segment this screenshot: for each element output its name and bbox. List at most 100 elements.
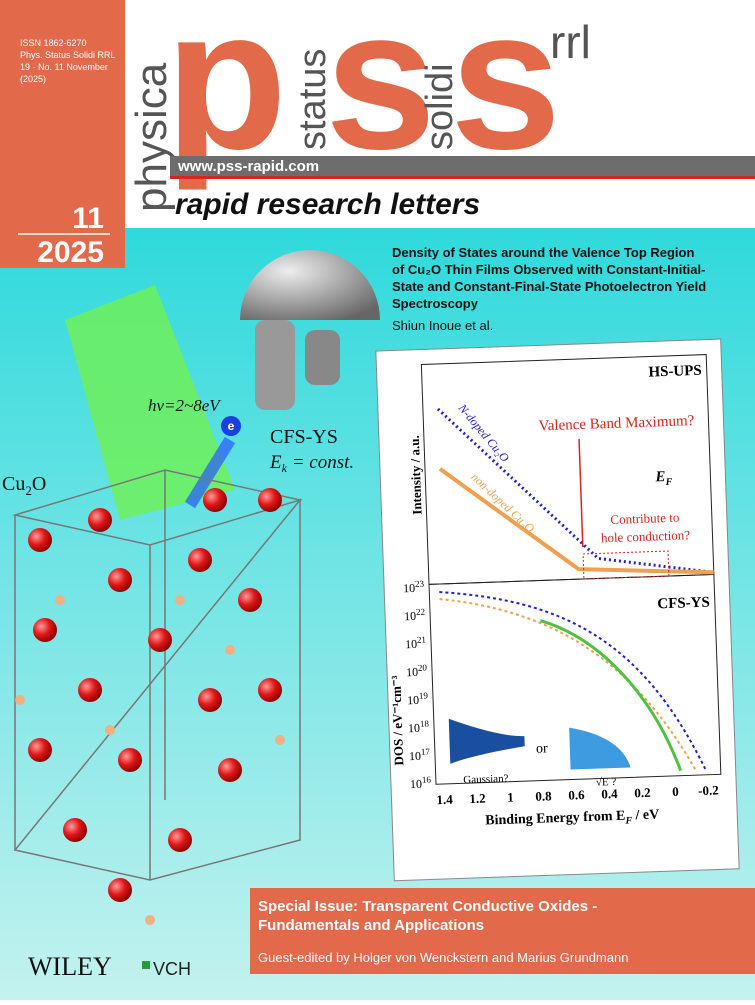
ef-label: EF — [654, 469, 673, 489]
x-axis-sub: F — [624, 815, 632, 826]
x-axis-rest: / eV — [632, 807, 660, 823]
hole-region — [582, 550, 670, 580]
orange-panel — [0, 0, 125, 268]
y-tick-label: 1017 — [409, 746, 431, 763]
subtitle: rapid research letters — [175, 188, 480, 221]
atom — [238, 588, 262, 612]
tick-exp: 19 — [419, 690, 429, 700]
issn-block: ISSN 1862-6270 Phys. Status Solidi RRL 1… — [20, 38, 116, 84]
crystal-atoms — [15, 488, 285, 925]
electron — [221, 416, 241, 436]
tick-base: 10 — [404, 609, 416, 623]
special-issue-box — [250, 888, 755, 974]
issn-line: (2025) — [20, 74, 46, 84]
x-axis-text: Binding Energy from E — [485, 809, 626, 829]
cfs-frame — [428, 573, 722, 785]
inset-figure: HS-UPS Intensity / a.u. N-doped Cu₂O non… — [375, 338, 740, 882]
electron-label: e — [228, 419, 235, 433]
x-tick-label: 1.4 — [436, 792, 453, 808]
y-tick-label: 1021 — [405, 635, 427, 652]
atom — [145, 915, 155, 925]
fit-curve — [539, 619, 683, 772]
x-tick-label: 0.6 — [568, 787, 585, 803]
x-tick-label: 0.4 — [601, 786, 618, 802]
x-tick-label: 0 — [672, 784, 679, 799]
tick-exp: 16 — [422, 774, 432, 784]
solidi: solidi — [419, 63, 461, 150]
atom — [275, 735, 285, 745]
y-tick-label: 1022 — [404, 607, 426, 624]
atom — [78, 678, 102, 702]
issn-line: Phys. Status Solidi RRL — [20, 50, 116, 60]
tick-base: 10 — [405, 637, 417, 651]
atom — [33, 618, 57, 642]
tick-base: 10 — [403, 581, 415, 595]
x-tick-label: -0.2 — [698, 782, 719, 798]
physica: physica — [127, 62, 176, 212]
issue-year: 2025 — [37, 236, 104, 269]
atom — [28, 738, 52, 762]
x-axis-title: Binding Energy from EF / eV — [485, 807, 660, 831]
title-line: State and Constant-Final-State Photoelec… — [392, 279, 706, 294]
atom — [203, 488, 227, 512]
or-label: or — [536, 741, 549, 756]
atom — [108, 878, 132, 902]
tick-base: 10 — [406, 665, 418, 679]
cell-edge — [13, 497, 301, 881]
y-tick-label: 1018 — [408, 718, 430, 735]
ef-sub: F — [664, 477, 672, 488]
x-tick-label: 0.2 — [634, 785, 651, 801]
special-issue-title: Fundamentals and Applications — [258, 917, 484, 934]
contribute-line: Contribute to — [610, 510, 679, 527]
y-tick-label: 1019 — [407, 690, 429, 707]
n-doped-curve — [436, 407, 714, 574]
tick-exp: 18 — [420, 718, 430, 728]
ef: E — [654, 469, 666, 485]
cfs-non-doped — [439, 598, 697, 771]
rrl: rrl — [550, 16, 591, 68]
vbm-label: Valence Band Maximum? — [538, 413, 695, 434]
gaussian-icon — [448, 718, 525, 764]
atom — [168, 828, 192, 852]
detector-stem — [305, 330, 340, 385]
title-line: Spectroscopy — [392, 296, 479, 311]
atom — [55, 595, 65, 605]
y-tick-label: 1023 — [403, 579, 425, 596]
url: www.pss-rapid.com — [177, 158, 319, 175]
x-tick-label: 0.8 — [535, 788, 552, 804]
red-rule — [170, 176, 755, 179]
tick-exp: 17 — [421, 746, 431, 756]
atom — [15, 695, 25, 705]
guest-editors: Guest-edited by Holger von Wenckstern an… — [258, 950, 628, 965]
material-sub: 2 — [25, 483, 32, 498]
detector-dome — [240, 250, 380, 320]
detector-stem — [255, 320, 295, 410]
atom — [188, 548, 212, 572]
method-label: CFS-YS — [270, 426, 338, 448]
electron-path — [184, 436, 236, 509]
photon-label: hν=2~8eV — [148, 396, 222, 415]
url-bar — [170, 156, 755, 176]
atom — [148, 628, 172, 652]
atom — [218, 758, 242, 782]
tick-base: 10 — [410, 777, 422, 791]
title-line: Density of States around the Valence Top… — [392, 245, 694, 260]
atom — [258, 678, 282, 702]
tick-exp: 23 — [415, 579, 425, 589]
tick-exp: 20 — [418, 662, 428, 672]
material-rest: O — [32, 473, 46, 495]
gaussian-label: Gaussian? — [463, 773, 509, 787]
vch: VCH — [153, 959, 191, 979]
tick-base: 10 — [407, 693, 419, 707]
y-tick-label: 1020 — [406, 662, 428, 679]
material: Cu — [2, 473, 25, 495]
intensity-axis: Intensity / a.u. — [407, 435, 425, 515]
status: status — [292, 49, 334, 150]
atom — [28, 528, 52, 552]
wiley-mark — [142, 961, 150, 969]
issn-line: ISSN 1862-6270 — [20, 38, 87, 48]
tick-exp: 21 — [417, 635, 426, 645]
y-tick-label: 1016 — [410, 774, 432, 791]
